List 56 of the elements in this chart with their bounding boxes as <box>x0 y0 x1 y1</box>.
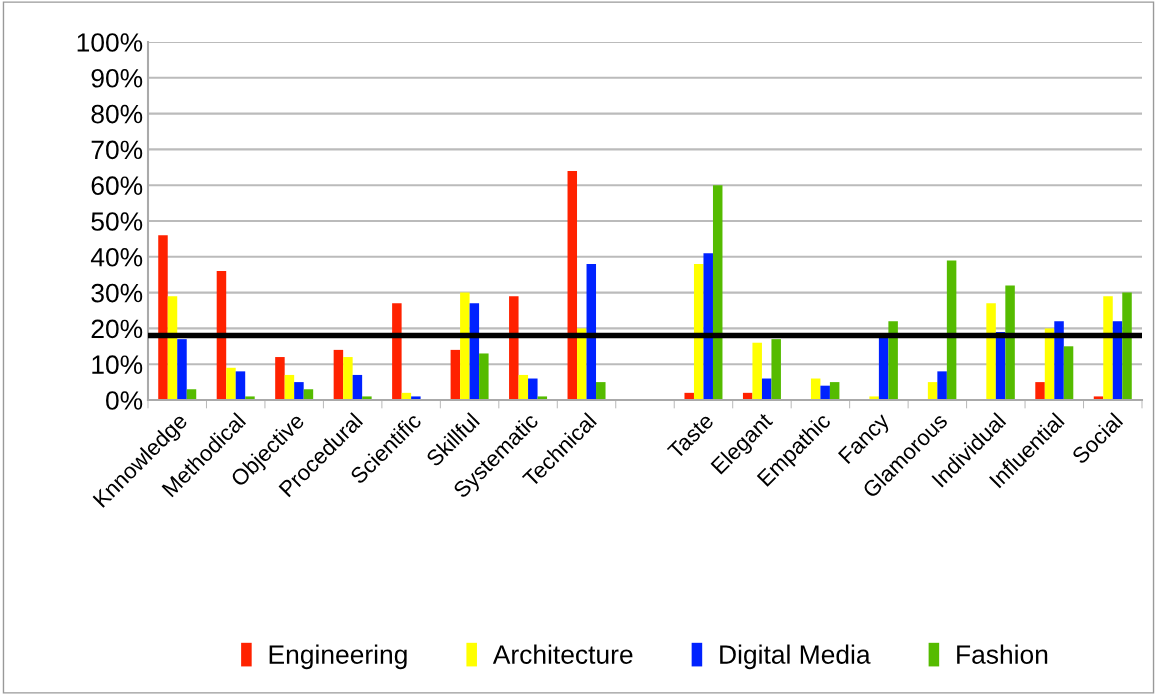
bar <box>878 335 889 400</box>
bar <box>586 263 597 400</box>
bar <box>596 382 606 400</box>
bar <box>771 339 781 400</box>
bar <box>888 321 898 400</box>
bar <box>158 235 168 400</box>
bar <box>235 371 246 400</box>
bar <box>946 260 957 400</box>
bar <box>1122 292 1132 400</box>
y-tick-label: 20% <box>91 319 143 339</box>
legend-label: Architecture <box>492 644 633 664</box>
bar <box>1063 346 1074 400</box>
bar <box>275 357 285 400</box>
bar <box>1103 296 1113 400</box>
y-tick-label: 50% <box>91 212 143 231</box>
bar <box>216 271 227 400</box>
bar <box>577 328 587 400</box>
bar <box>528 378 538 400</box>
legend-label: Engineering <box>269 644 407 670</box>
bar <box>226 367 236 400</box>
bar <box>479 353 489 400</box>
bar <box>1005 285 1015 400</box>
bar <box>986 303 996 400</box>
y-tick-label: 10% <box>92 355 143 375</box>
y-tick-label: 90% <box>91 68 143 88</box>
bar <box>1035 382 1045 400</box>
bar <box>712 185 723 400</box>
bar <box>518 374 529 400</box>
y-tick-label: 80% <box>91 104 143 124</box>
bar <box>829 382 840 400</box>
bar <box>460 292 470 400</box>
bar <box>927 382 938 400</box>
bar <box>703 253 713 400</box>
bar <box>752 342 762 400</box>
y-tick-label: 60% <box>91 176 143 196</box>
bar <box>693 263 704 400</box>
bar <box>509 296 519 400</box>
bar <box>567 170 578 400</box>
bar <box>1054 321 1064 400</box>
bar <box>177 339 187 400</box>
bar <box>343 357 353 400</box>
legend-label: Fashion <box>957 644 1048 664</box>
legend-label: Digital Media <box>720 644 871 670</box>
bar <box>820 385 830 400</box>
bar <box>937 371 947 400</box>
y-tick-label: 70% <box>91 140 143 160</box>
y-tick-label: 0% <box>106 391 143 410</box>
bar <box>333 349 344 400</box>
bar <box>352 374 363 400</box>
y-tick-label: 100% <box>77 33 143 52</box>
bar <box>294 382 304 400</box>
bar <box>450 349 461 400</box>
bar <box>284 374 295 400</box>
y-tick-label: 30% <box>91 283 143 303</box>
y-tick-label: 40% <box>90 247 143 267</box>
bar <box>392 303 402 400</box>
